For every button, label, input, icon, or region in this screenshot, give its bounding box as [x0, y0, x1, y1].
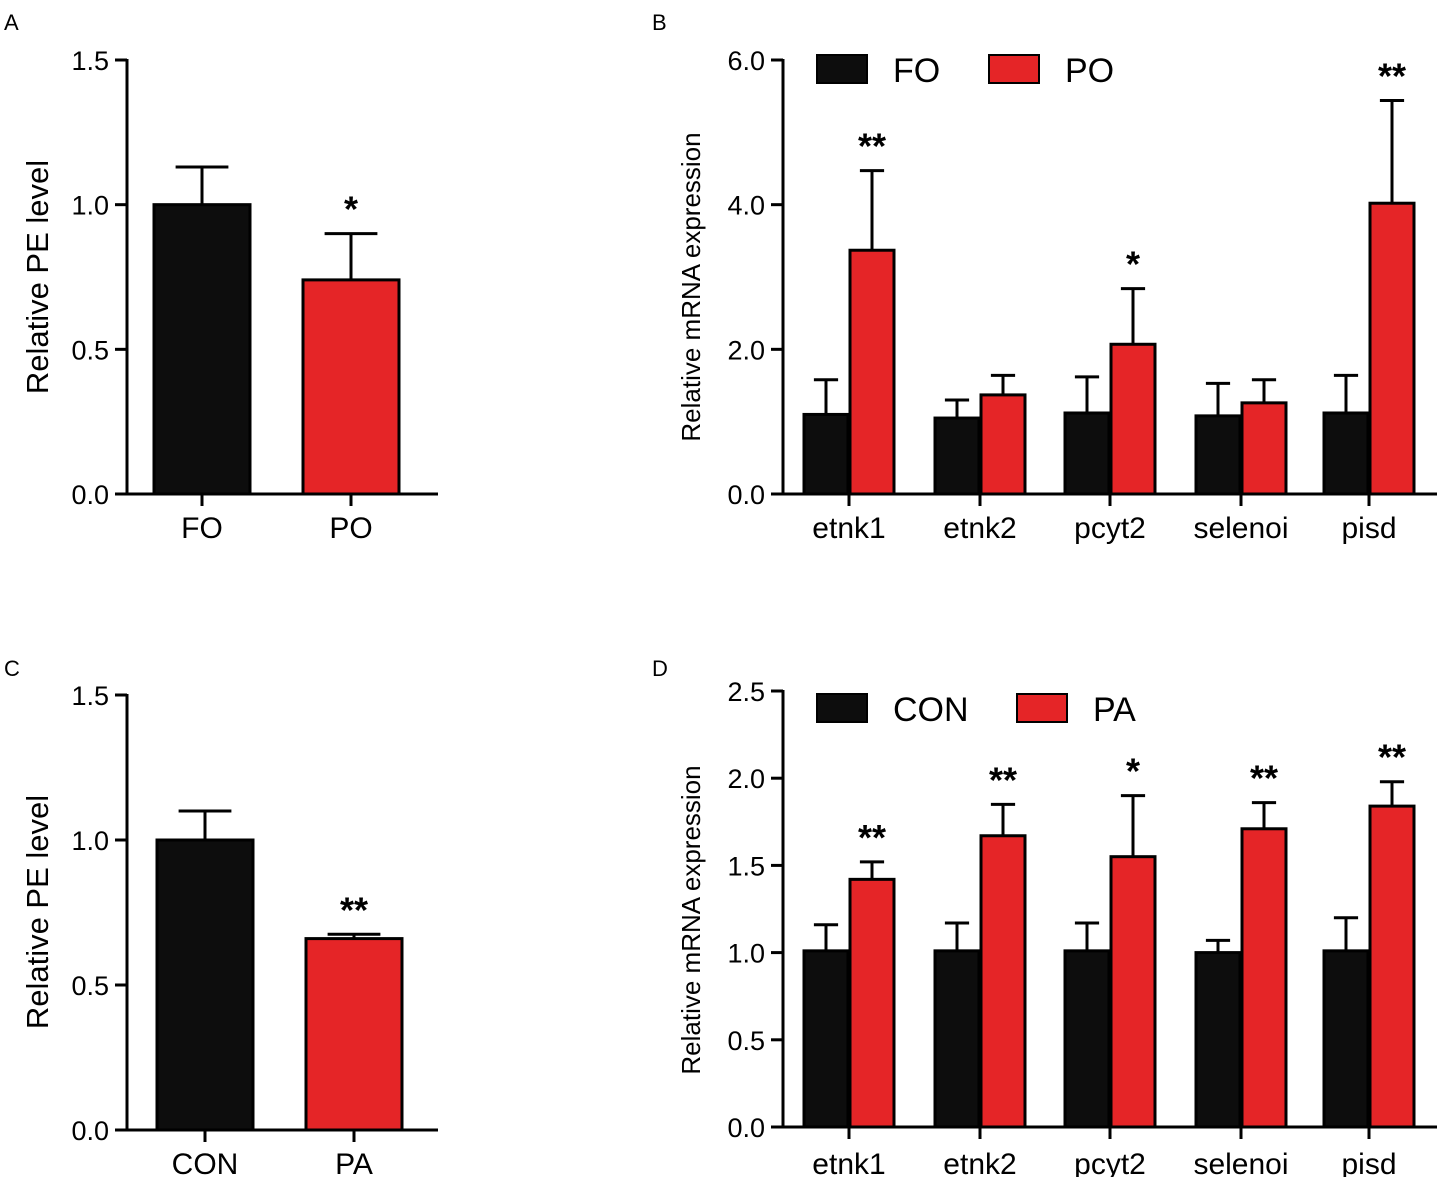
- significance-label: **: [1250, 758, 1278, 799]
- y-tick-label: 0.5: [71, 971, 109, 1001]
- significance-label: **: [1378, 56, 1406, 97]
- category-label: etnk2: [943, 1148, 1016, 1177]
- category-label: pcyt2: [1074, 512, 1146, 545]
- bar: [1240, 401, 1288, 496]
- y-axis-label: Relative PE level: [20, 160, 55, 394]
- bar: [1240, 827, 1288, 1129]
- y-tick-label: 2.0: [727, 335, 765, 365]
- legend-label: CON: [893, 691, 969, 729]
- category-label: etnk1: [812, 512, 885, 545]
- y-axis-label: Relative PE level: [20, 795, 55, 1029]
- significance-label: **: [858, 817, 886, 858]
- category-label: etnk2: [943, 512, 1016, 545]
- significance-label: **: [340, 889, 368, 930]
- significance-label: *: [344, 189, 358, 230]
- significance-label: **: [1378, 737, 1406, 778]
- category-label: PO: [329, 512, 372, 545]
- panel-a: A Relative PE level 0.0 0.5 1.0 1.5 FO PO *: [4, 10, 438, 545]
- y-tick-label: 0.5: [727, 1026, 765, 1056]
- y-tick-label: 0.0: [71, 1116, 109, 1146]
- bar: [1194, 951, 1242, 1129]
- legend-swatch: [816, 693, 868, 723]
- bar: [848, 877, 896, 1129]
- panel-c: C Relative PE level 0.0 0.5 1.0 1.5 CON PA **: [4, 656, 438, 1177]
- bar: [301, 278, 401, 496]
- category-label: pcyt2: [1074, 1148, 1146, 1177]
- legend-swatch: [816, 54, 868, 84]
- category-label: pisd: [1341, 1148, 1396, 1177]
- bar: [1063, 949, 1111, 1129]
- panel-letter: D: [652, 656, 668, 681]
- category-label: CON: [172, 1148, 239, 1177]
- bar: [1322, 949, 1370, 1129]
- panel-letter: A: [4, 10, 19, 35]
- bar: [1109, 855, 1157, 1129]
- bar: [1368, 804, 1416, 1129]
- bar: [1063, 411, 1111, 496]
- bar: [848, 248, 896, 496]
- bar: [304, 937, 404, 1132]
- bar: [1194, 414, 1242, 496]
- category-label: selenoi: [1193, 1148, 1288, 1177]
- bar: [1368, 201, 1416, 496]
- bar: [933, 949, 981, 1129]
- category-label: FO: [181, 512, 223, 545]
- legend-label: PO: [1065, 52, 1114, 90]
- significance-label: **: [858, 126, 886, 167]
- y-tick-label: 0.0: [71, 480, 109, 510]
- panel-b: B Relative mRNA expression 0.0 2.0 4.0 6.0 etn…: [652, 10, 1437, 545]
- bar: [979, 393, 1027, 496]
- y-tick-label: 0.0: [727, 480, 765, 510]
- bar: [1109, 342, 1157, 496]
- legend-swatch: [988, 54, 1040, 84]
- significance-label: **: [989, 759, 1017, 800]
- bar: [933, 416, 981, 496]
- y-tick-label: 0.0: [727, 1113, 765, 1143]
- y-tick-label: 2.5: [727, 677, 765, 707]
- y-tick-label: 1.5: [71, 46, 109, 76]
- y-tick-label: 6.0: [727, 46, 765, 76]
- y-tick-label: 4.0: [727, 191, 765, 221]
- y-axis-label: Relative mRNA expression: [676, 765, 706, 1074]
- y-tick-label: 1.0: [727, 939, 765, 969]
- category-label: selenoi: [1193, 512, 1288, 545]
- panel-d: D Relative mRNA expression 0.0 0.5 1.0 1.5 2.0…: [652, 656, 1437, 1177]
- y-tick-label: 1.0: [71, 826, 109, 856]
- y-axis-label: Relative mRNA expression: [676, 132, 706, 441]
- bar: [1322, 411, 1370, 496]
- y-tick-label: 0.5: [71, 335, 109, 365]
- legend-label: PA: [1093, 691, 1136, 729]
- legend-swatch: [1016, 693, 1068, 723]
- category-label: etnk1: [812, 1148, 885, 1177]
- significance-label: *: [1126, 751, 1140, 792]
- significance-label: *: [1126, 244, 1140, 285]
- y-tick-label: 1.5: [727, 851, 765, 881]
- y-tick-label: 1.0: [71, 191, 109, 221]
- category-label: PA: [335, 1148, 373, 1177]
- category-label: pisd: [1341, 512, 1396, 545]
- y-tick-label: 2.0: [727, 764, 765, 794]
- legend-label: FO: [893, 52, 940, 90]
- bar: [802, 949, 850, 1129]
- y-tick-label: 1.5: [71, 681, 109, 711]
- panel-letter: B: [652, 10, 667, 35]
- panel-letter: C: [4, 656, 20, 681]
- bar: [979, 834, 1027, 1129]
- bar: [155, 838, 255, 1132]
- bar: [152, 203, 252, 496]
- bar: [802, 412, 850, 496]
